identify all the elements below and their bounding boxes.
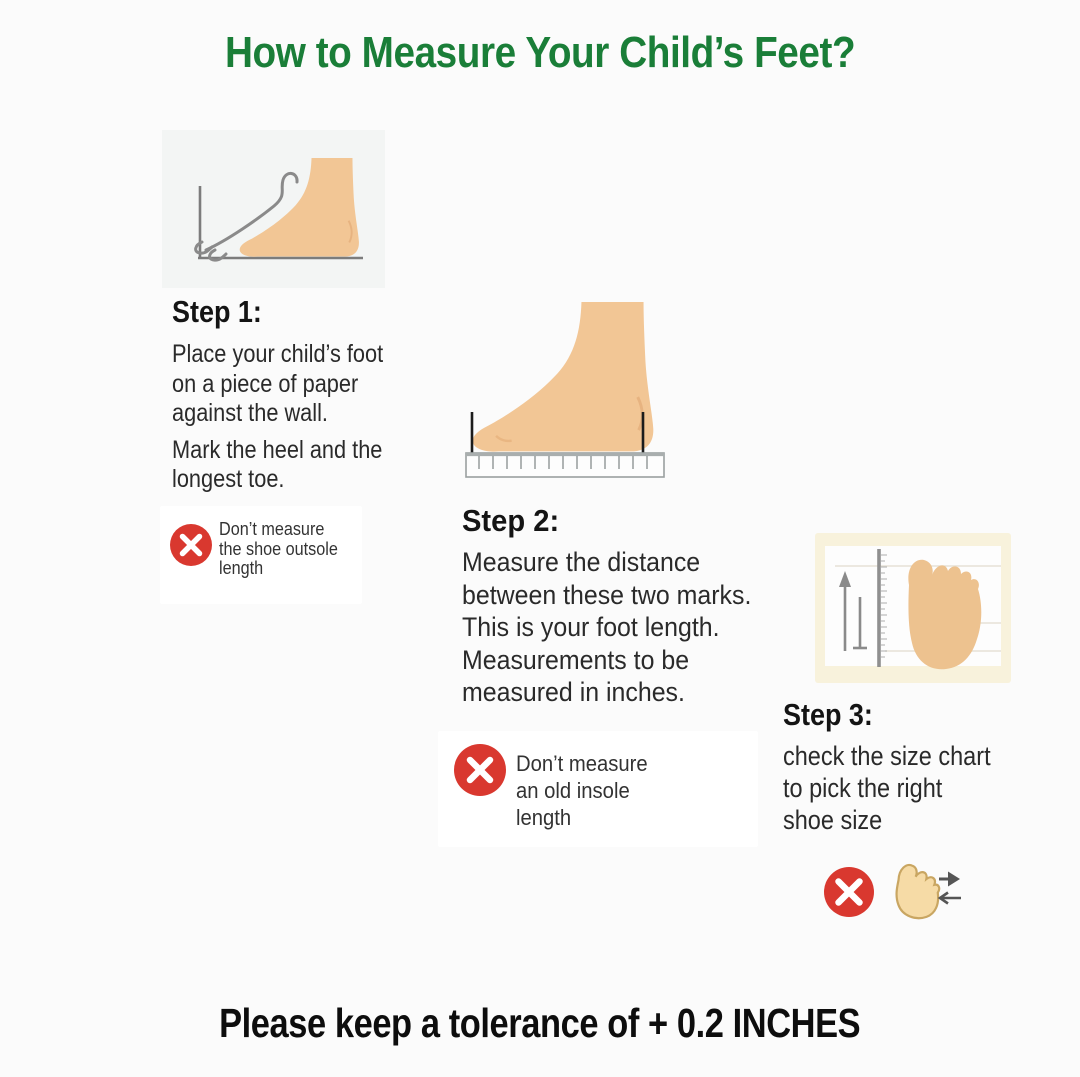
step1-line: Mark the heel and the: [172, 435, 383, 464]
warning1-line: the shoe outsole: [219, 538, 338, 559]
step3-line: check the size chart: [783, 741, 991, 771]
small-foot-shape: [895, 864, 941, 920]
warning1-line: Don’t measure: [219, 519, 325, 539]
step1-illustration-box: [162, 130, 385, 288]
step2-line: measured in inches.: [462, 677, 685, 707]
ruler-ticks: [881, 554, 887, 658]
step2-line: Measure the distance: [462, 547, 701, 577]
no-cross-with-foot-arrows-icon: [820, 856, 970, 935]
step1-line: against the wall.: [172, 399, 328, 427]
warning2-line: an old insole: [516, 778, 630, 803]
step3-text-block: Step 3: check the size chart to pick the…: [783, 697, 991, 836]
warning2-line: Don’t measure: [516, 751, 648, 776]
step1-line: longest toe.: [172, 465, 285, 493]
page-title: How to Measure Your Child’s Feet?: [224, 28, 856, 77]
foot-size-chart-illustration: [815, 533, 1011, 683]
no-cross-icon: [453, 743, 507, 802]
page-title-wrap: How to Measure Your Child’s Feet?: [0, 28, 1080, 78]
step3-illustration-box: [815, 533, 1011, 683]
step3-line: shoe size: [783, 805, 883, 835]
warning2-line: length: [516, 805, 572, 830]
foot-sole-shape: [908, 559, 982, 670]
step3-line: to pick the right: [783, 773, 943, 803]
footer-tolerance-note-wrap: Please keep a tolerance of + 0.2 INCHES: [0, 1000, 1080, 1047]
measure-arrows: [839, 571, 867, 651]
step2-line: Measurements to be: [462, 644, 690, 675]
step1-text-block: Step 1: Place your child’s foot on a pie…: [172, 294, 383, 495]
step3-heading: Step 3:: [783, 697, 873, 732]
step2-line: This is your foot length.: [462, 612, 720, 642]
length-arrows: [937, 871, 961, 905]
warning1-text: Don’t measure the shoe outsole length: [219, 519, 338, 579]
step2-heading: Step 2:: [462, 503, 560, 538]
step1-heading: Step 1:: [172, 294, 262, 329]
step2-text-block: Step 2: Measure the distance between the…: [462, 503, 751, 709]
step2-line: between these two marks.: [462, 579, 752, 610]
footer-tolerance-note: Please keep a tolerance of + 0.2 INCHES: [219, 1000, 861, 1046]
warning1-line: length: [219, 558, 264, 578]
foot-against-wall-illustration: [194, 158, 363, 262]
step1-line: Place your child’s foot: [172, 340, 384, 368]
toe-trace-outline: [194, 172, 299, 262]
warning2-text: Don’t measure an old insole length: [516, 750, 648, 831]
ruler: [465, 452, 665, 478]
step2-illustration-box: [455, 300, 725, 480]
foot-on-ruler-illustration: [465, 302, 665, 478]
side-foot-shape: [239, 158, 359, 257]
no-cross-icon: [169, 523, 213, 572]
step1-line: on a piece of paper: [172, 369, 359, 398]
side-foot-shape: [472, 302, 654, 452]
